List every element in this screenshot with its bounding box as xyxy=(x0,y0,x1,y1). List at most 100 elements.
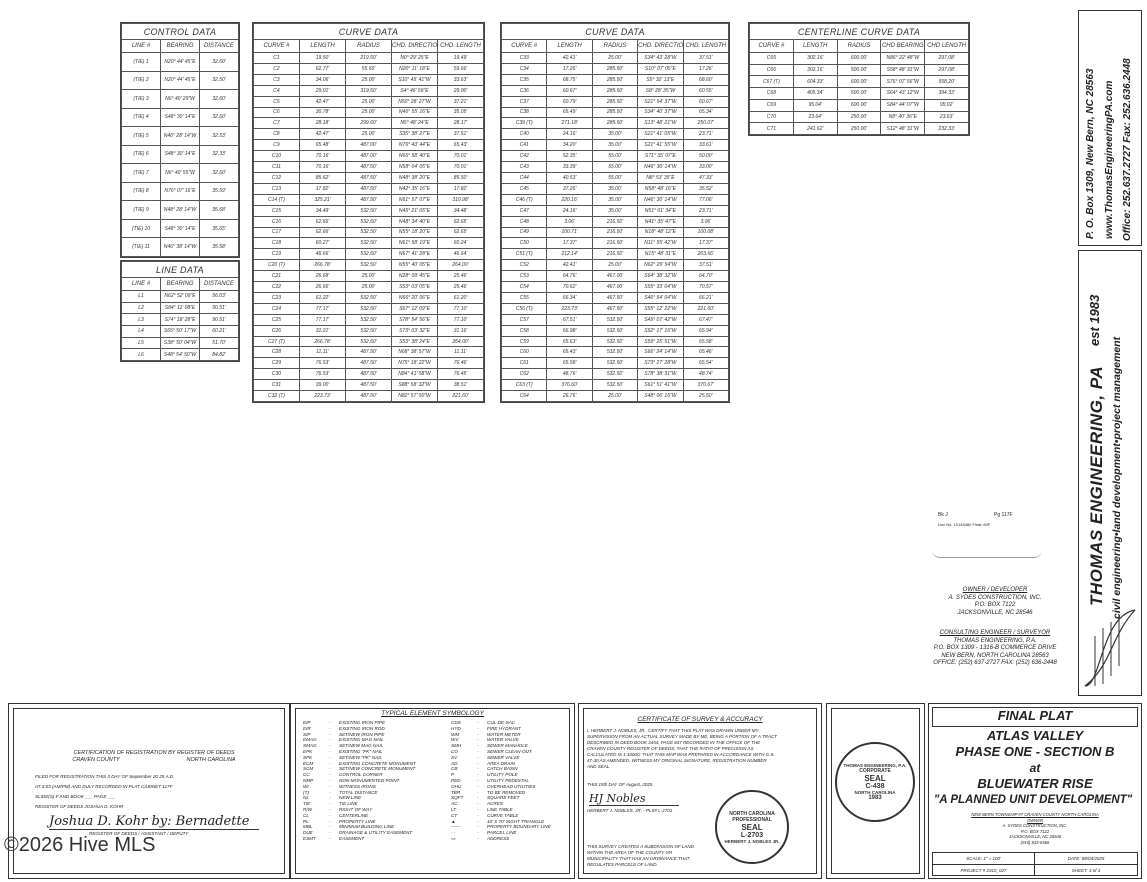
column-header: LENGTH xyxy=(792,39,838,53)
table-cell: 42.41' xyxy=(546,259,593,272)
table-cell: 95.04' xyxy=(792,98,838,112)
symbology-item: EIR - EXISTING IRON ROD xyxy=(303,725,385,731)
table-cell: (TIE) 9 xyxy=(121,200,161,220)
curve-row: C12 85.62' 487.50' N48° 38' 20"E 85.50' xyxy=(253,171,484,184)
symbol-abbrev: WI xyxy=(303,783,309,789)
table-cell: C69 xyxy=(749,98,794,112)
table-cell: 84.82' xyxy=(199,348,239,361)
plat-type: FINAL PLAT xyxy=(932,707,1138,727)
table-cell: 55.00' xyxy=(591,150,639,163)
table-cell: 532.50' xyxy=(345,259,392,272)
symbol-meaning: FIRE HYDRANT xyxy=(487,725,521,731)
table-cell: S46° 54' 04"W xyxy=(637,291,684,304)
owner-block: OWNER / DEVELOPER A. SYDES CONSTRUCTION,… xyxy=(920,587,1070,617)
table-cell: 62.77' xyxy=(299,62,346,75)
table-cell: N48° 28' 14"W xyxy=(160,200,200,220)
table-cell: 25.46' xyxy=(437,281,484,293)
column-header: RADIUS xyxy=(836,39,882,53)
firm-est: est 1983 xyxy=(1087,294,1102,346)
centerline-curve-row: C66 302.16' 500.00' S58° 48' 31"W 297.08' xyxy=(749,63,969,77)
table-cell: C12 xyxy=(253,171,300,184)
table-cell: 29.01' xyxy=(299,84,346,97)
table-cell: 302.16' xyxy=(792,63,838,77)
table-cell: 35.65' xyxy=(199,218,239,239)
curve-row: C44 40.53' 55.00' N8° 53' 35"E 47.33' xyxy=(500,171,730,184)
control-data-table: CONTROL DATA LINE # BEARING DISTANCE (TIE) 1… xyxy=(120,22,240,258)
table-cell: 37.26' xyxy=(546,182,593,195)
table-cell: 285.50' xyxy=(591,84,639,97)
table-cell: 232.33' xyxy=(924,122,969,135)
table-cell: 264.00' xyxy=(437,335,484,348)
symbology-item: PED - UTILITY PEDESTAL xyxy=(451,777,529,783)
curve-row: C58 66.98' 532.50' S52° 17' 16"W 65.94' xyxy=(500,324,730,337)
symbol-abbrev: TBR xyxy=(451,789,461,795)
seal-text: HERBERT J. NOBLES JR. xyxy=(724,838,780,844)
table-cell: N67° 41' 28"E xyxy=(391,248,438,261)
table-cell: 25.00' xyxy=(591,259,639,272)
symbology-item: SCM - SET/NEW CONCRETE MONUMENT xyxy=(303,766,416,772)
table-cell: 600.00' xyxy=(836,98,882,112)
table-cell: S4° 46' 59"E xyxy=(391,84,438,97)
table-cell: N55° 18' 20"E xyxy=(391,226,438,239)
owner-heading: OWNER / DEVELOPER xyxy=(962,587,1028,593)
table-cell: 65.49' xyxy=(546,106,593,119)
table-cell: 68.75' xyxy=(546,73,593,86)
curve-data-table-1: CURVE DATA CURVE # LENGTH RADIUS CHD. DIRECT… xyxy=(252,22,485,403)
table-cell: 47.33' xyxy=(682,171,730,184)
table-cell: N41° 35' 47"E xyxy=(637,215,684,228)
table-cell: 487.00' xyxy=(345,139,392,152)
table-cell: C1 xyxy=(253,52,300,64)
curve-row: C23 61.22' 532.50' N66° 20' 06"E 61.20' xyxy=(253,291,484,304)
symbol-meaning: NON-MONUMENTED POINT xyxy=(339,777,400,783)
table-cell: S59° 25' 51"W xyxy=(637,335,684,348)
table-cell: S34° 40' 37"W xyxy=(637,106,684,119)
table-cell: 46.64' xyxy=(437,248,484,261)
symbol-abbrev: LT xyxy=(451,806,457,812)
table-cell: N58° 48' 16"E xyxy=(637,182,684,195)
table-cell: 467.00' xyxy=(591,281,639,293)
table-cell: 37.21' xyxy=(437,95,484,108)
table-cell: S64° 38' 32"W xyxy=(637,270,684,283)
table-cell: 35.68' xyxy=(199,200,239,220)
table-cell: 76.53' xyxy=(299,368,346,381)
table-cell: 30.78' xyxy=(299,106,346,119)
table-cell: C22 xyxy=(253,281,300,293)
table-cell: N45° 21' 05"E xyxy=(391,204,438,217)
table-title: LINE DATA xyxy=(121,261,239,278)
symbol-meaning: ACRES xyxy=(487,801,503,807)
corporate-seal-box: THOMAS ENGINEERING, P.A. CORPORATE SEAL … xyxy=(826,703,925,879)
symbol-abbrev: R/W xyxy=(303,806,312,812)
curve-row: C21 26.68' 25.00' N28° 09' 45"E 25.46' xyxy=(253,270,484,283)
table-cell: C34 xyxy=(500,62,548,75)
symbology-item: EIP - EXISTING IRON PIPE xyxy=(303,720,385,725)
table-cell: 35.00' xyxy=(591,204,639,217)
table-cell: 42.41' xyxy=(546,52,593,64)
table-cell: 250.00' xyxy=(836,122,882,135)
table-cell: 532.50' xyxy=(345,324,392,337)
table-cell: C32 (T) xyxy=(253,390,300,402)
symbol-meaning: SET/NEW MAG NAIL xyxy=(339,743,384,749)
table-cell: 59.66' xyxy=(437,62,484,75)
table-cell: 319.50' xyxy=(345,84,392,97)
table-cell: 487.00' xyxy=(345,150,392,163)
table-cell: 56.03' xyxy=(199,290,239,303)
symbol-meaning: PARCEL LINE xyxy=(487,830,517,836)
column-header: RADIUS xyxy=(591,39,639,53)
table-cell: 65.54' xyxy=(682,357,730,370)
stamp-doc: Doc No. 10145480 Final: 60F xyxy=(938,522,991,527)
table-cell: N18° 48' 12"E xyxy=(637,226,684,239)
symbology-item: TIE - TIE LINE xyxy=(303,801,358,807)
table-cell: 302.16' xyxy=(792,52,838,65)
symbol-abbrev: PL xyxy=(303,818,309,824)
symbol-abbrev: SIP xyxy=(303,731,311,737)
table-cell: N8° 53' 35"E xyxy=(637,171,684,184)
table-cell: 285.50' xyxy=(591,117,639,130)
table-cell: 285.50' xyxy=(591,106,639,119)
table-cell: N61° 58' 19"E xyxy=(391,237,438,250)
table-cell: 487.50' xyxy=(345,379,392,392)
table-cell: 487.50' xyxy=(345,171,392,184)
symbology-item: WI - WITNESS IRONS xyxy=(303,783,376,789)
curve-row: C43 33.39' 55.00' N46° 30' 14"W 33.00' xyxy=(500,161,730,173)
table-cell: 64.76' xyxy=(546,270,593,283)
table-cell: 487.50' xyxy=(345,346,392,359)
